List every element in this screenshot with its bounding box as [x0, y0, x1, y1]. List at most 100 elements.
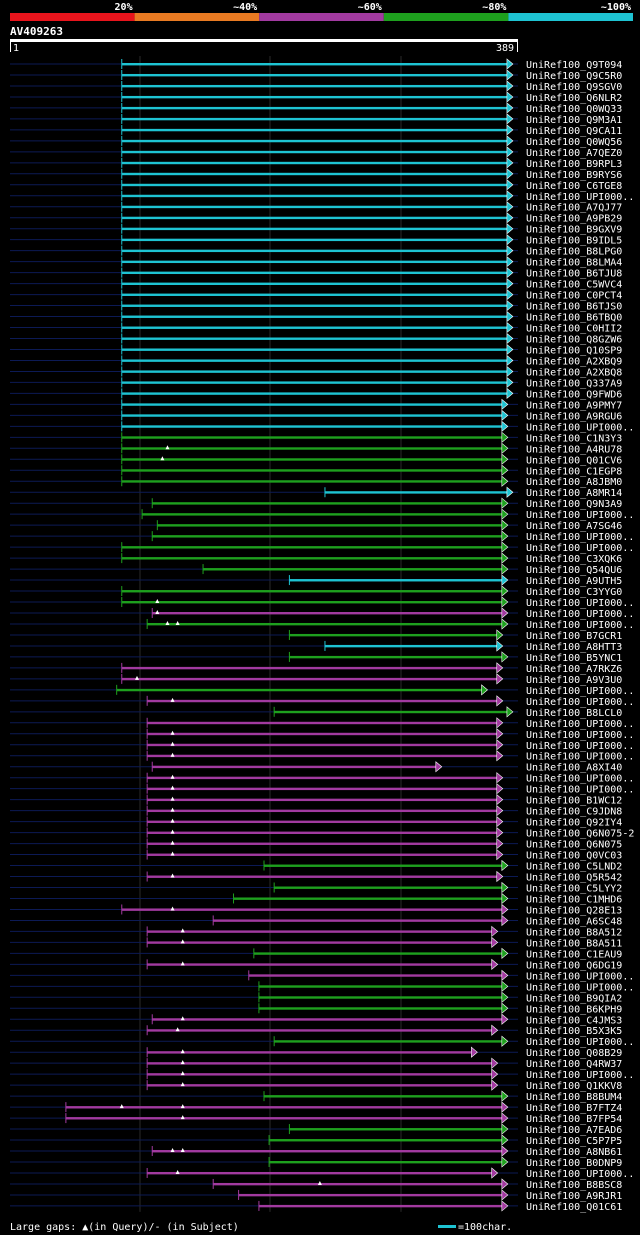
hit-alignment-bar[interactable] [121, 908, 503, 911]
hit-row[interactable]: UniRef100_UPI000.. [10, 607, 634, 620]
hit-row[interactable]: UniRef100_C5LND2 [10, 859, 622, 873]
hit-label[interactable]: UniRef100_B8BSC8 [526, 1180, 622, 1191]
hit-alignment-bar[interactable] [147, 1029, 493, 1032]
hit-alignment-bar[interactable] [116, 688, 483, 692]
hit-row[interactable]: UniRef100_B8BSC8 [10, 1178, 622, 1191]
hit-label[interactable]: UniRef100_UPI000.. [526, 510, 634, 521]
hit-row[interactable]: UniRef100_Q9FWD6 [10, 387, 622, 400]
hit-row[interactable]: UniRef100_A8JBM0 [10, 475, 622, 488]
hit-row[interactable]: UniRef100_UPI000.. [10, 508, 634, 521]
hit-label[interactable]: UniRef100_A7SG46 [526, 521, 622, 532]
hit-row[interactable]: UniRef100_B9IDL5 [10, 234, 622, 247]
hit-label[interactable]: UniRef100_Q92IY4 [526, 818, 622, 829]
hit-label[interactable]: UniRef100_Q6N075 [526, 840, 622, 851]
hit-row[interactable]: UniRef100_B8LCL0 [10, 706, 622, 719]
hit-alignment-bar[interactable] [274, 886, 503, 889]
hit-row[interactable]: UniRef100_A9RJR1 [10, 1189, 622, 1202]
hit-alignment-bar[interactable] [147, 743, 498, 747]
hit-row[interactable]: UniRef100_A9UTH5 [10, 574, 622, 587]
hit-label[interactable]: UniRef100_A9PMY7 [526, 400, 622, 411]
hit-row[interactable]: UniRef100_C0PCT4 [10, 288, 622, 302]
hit-label[interactable]: UniRef100_B7FP54 [526, 1114, 622, 1125]
hit-row[interactable]: UniRef100_Q08B29 [10, 1046, 622, 1059]
hit-alignment-bar[interactable] [147, 787, 498, 791]
hit-row[interactable]: UniRef100_C5LYY2 [10, 881, 622, 895]
hit-row[interactable]: UniRef100_UPI000.. [10, 750, 634, 763]
hit-label[interactable]: UniRef100_C6TGE8 [526, 181, 622, 192]
hit-alignment-bar[interactable] [289, 579, 503, 582]
hit-row[interactable]: UniRef100_Q6DG19 [10, 958, 622, 971]
hit-alignment-bar[interactable] [152, 765, 437, 769]
hit-row[interactable]: UniRef100_Q6N075-2 [10, 826, 634, 840]
hit-label[interactable]: UniRef100_B6TBQ0 [526, 313, 622, 324]
hit-label[interactable]: UniRef100_A7QEZ0 [526, 148, 622, 159]
hit-row[interactable]: UniRef100_A2XBQ8 [10, 365, 622, 378]
hit-label[interactable]: UniRef100_UPI000.. [526, 1070, 634, 1081]
hit-row[interactable]: UniRef100_Q9N3A9 [10, 497, 622, 510]
hit-alignment-bar[interactable] [147, 842, 498, 845]
hit-row[interactable]: UniRef100_B9RPL3 [10, 157, 622, 170]
hit-row[interactable]: UniRef100_A4RU78 [10, 442, 622, 455]
hit-row[interactable]: UniRef100_A8NB61 [10, 1145, 622, 1158]
hit-alignment-bar[interactable] [121, 271, 508, 275]
hit-label[interactable]: UniRef100_Q28E13 [526, 905, 622, 916]
hit-label[interactable]: UniRef100_Q10SP9 [526, 345, 622, 356]
hit-alignment-bar[interactable] [121, 458, 503, 461]
hit-label[interactable]: UniRef100_C5P7P5 [526, 1136, 622, 1147]
hit-row[interactable]: UniRef100_A8XI40 [10, 761, 622, 774]
hit-label[interactable]: UniRef100_B7FTZ4 [526, 1103, 622, 1114]
hit-alignment-bar[interactable] [147, 776, 498, 780]
hit-alignment-bar[interactable] [147, 699, 498, 703]
hit-row[interactable]: UniRef100_Q54QU6 [10, 563, 622, 576]
hit-label[interactable]: UniRef100_UPI000.. [526, 971, 634, 982]
hit-label[interactable]: UniRef100_B7GCR1 [526, 631, 622, 642]
hit-alignment-bar[interactable] [264, 1095, 503, 1098]
hit-alignment-bar[interactable] [289, 655, 503, 659]
hit-alignment-bar[interactable] [65, 1117, 503, 1120]
hit-row[interactable]: UniRef100_B6TBQ0 [10, 310, 622, 324]
hit-row[interactable]: UniRef100_B7GCR1 [10, 629, 622, 642]
hit-label[interactable]: UniRef100_Q9FWD6 [526, 389, 622, 400]
hit-alignment-bar[interactable] [121, 63, 508, 66]
hit-label[interactable]: UniRef100_A8JBM0 [526, 477, 622, 488]
hit-row[interactable]: UniRef100_B7FP54 [10, 1112, 622, 1125]
hit-alignment-bar[interactable] [147, 732, 498, 736]
hit-alignment-bar[interactable] [147, 721, 498, 725]
hit-alignment-bar[interactable] [274, 710, 508, 714]
hit-alignment-bar[interactable] [147, 941, 493, 944]
hit-label[interactable]: UniRef100_UPI000.. [526, 192, 634, 203]
hit-label[interactable]: UniRef100_Q9T094 [526, 60, 622, 71]
hit-alignment-bar[interactable] [147, 1051, 473, 1054]
hit-alignment-bar[interactable] [121, 326, 508, 329]
hit-alignment-bar[interactable] [147, 754, 498, 758]
hit-row[interactable]: UniRef100_Q4RW37 [10, 1057, 622, 1070]
hit-alignment-bar[interactable] [157, 524, 503, 527]
hit-alignment-bar[interactable] [147, 853, 498, 856]
hit-row[interactable]: UniRef100_B8BUM4 [10, 1090, 622, 1103]
hit-row[interactable]: UniRef100_UPI000.. [10, 420, 634, 433]
hit-row[interactable]: UniRef100_A9PB29 [10, 212, 622, 225]
hit-row[interactable]: UniRef100_Q0WQ33 [10, 102, 622, 115]
hit-row[interactable]: UniRef100_A8MR14 [10, 486, 622, 499]
hit-label[interactable]: UniRef100_UPI000.. [526, 609, 634, 620]
hit-alignment-bar[interactable] [147, 622, 503, 626]
hit-label[interactable]: UniRef100_B8A512 [526, 927, 622, 938]
hit-label[interactable]: UniRef100_B6KPH9 [526, 1004, 622, 1015]
hit-label[interactable]: UniRef100_Q08B29 [526, 1048, 622, 1059]
hit-label[interactable]: UniRef100_A7EAD6 [526, 1125, 622, 1136]
hit-label[interactable]: UniRef100_Q1KKV8 [526, 1081, 622, 1092]
hit-label[interactable]: UniRef100_Q0VC03 [526, 851, 622, 862]
hit-row[interactable]: UniRef100_Q10SP9 [10, 343, 622, 356]
hit-label[interactable]: UniRef100_A9UTH5 [526, 576, 622, 587]
hit-alignment-bar[interactable] [121, 183, 508, 187]
hit-label[interactable]: UniRef100_C1N3Y3 [526, 433, 622, 444]
hit-alignment-bar[interactable] [269, 1139, 503, 1142]
hit-alignment-bar[interactable] [213, 919, 503, 922]
hit-label[interactable]: UniRef100_Q9N3A9 [526, 499, 622, 510]
hit-row[interactable]: UniRef100_Q28E13 [10, 903, 622, 916]
hit-row[interactable]: UniRef100_UPI000.. [10, 684, 634, 697]
hit-alignment-bar[interactable] [65, 1106, 503, 1109]
hit-label[interactable]: UniRef100_UPI000.. [526, 598, 634, 609]
hit-label[interactable]: UniRef100_C9JDN8 [526, 807, 622, 818]
hit-label[interactable]: UniRef100_C5LND2 [526, 862, 622, 873]
